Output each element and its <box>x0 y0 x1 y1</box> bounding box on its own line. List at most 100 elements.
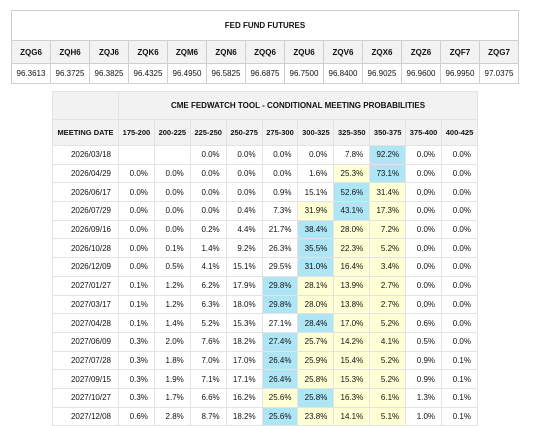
probability-cell: 22.3% <box>333 238 371 259</box>
meeting-row: 2027/03/17 0.1% 1.2% 6.3% 18.0% 29.8% 28.0% 13.… <box>52 294 478 315</box>
probability-cell: 5.2% <box>369 350 407 371</box>
probability-cell: 1.7% <box>153 387 191 408</box>
fedwatch-corner-cell <box>52 91 119 120</box>
futures-price-cell: 96.5825 <box>206 63 246 84</box>
meeting-date-cell: 2027/10/27 <box>52 387 119 408</box>
fedwatch-header-row: MEETING DATE 175-200 200-225 225-250 250-27… <box>52 119 478 146</box>
futures-code-cell: ZQH6 <box>50 40 90 64</box>
meeting-row: 2026/07/29 0.0% 0.0% 0.0% 0.4% 7.3% 31.9% 43.1%… <box>52 201 478 221</box>
probability-cell: 0.0% <box>405 201 443 221</box>
probability-cell: 0.3% <box>118 387 155 408</box>
probability-cell: 6.6% <box>189 387 227 408</box>
probability-cell: 15.4% <box>333 350 371 371</box>
probability-cell: 28.1% <box>297 275 335 296</box>
probability-cell: 0.1% <box>441 406 478 426</box>
probability-cell: 0.0% <box>405 275 443 296</box>
probability-cell: 28.0% <box>297 294 335 315</box>
probability-cell: 17.9% <box>225 275 263 296</box>
probability-cell: 0.1% <box>118 275 155 296</box>
probability-cell: 0.0% <box>153 219 191 240</box>
probability-cell: 16.3% <box>333 387 371 408</box>
futures-code-cell: ZQJ6 <box>89 40 129 64</box>
probability-cell: 1.4% <box>189 238 227 259</box>
probability-cell: 1.0% <box>405 406 443 426</box>
probability-cell: 9.2% <box>225 238 263 259</box>
probability-cell: 14.1% <box>333 406 371 426</box>
futures-price-cell: 96.7500 <box>284 63 324 84</box>
probability-cell: 17.3% <box>369 201 407 221</box>
probability-cell: 1.3% <box>405 387 443 408</box>
futures-price-cell: 96.4325 <box>128 63 168 84</box>
probability-cell: 29.8% <box>261 275 299 296</box>
probability-cell: 25.3% <box>333 163 371 184</box>
probability-cell: 0.3% <box>118 331 155 352</box>
probability-cell: 31.9% <box>297 201 335 221</box>
rate-range-header: 375-400 <box>405 119 443 146</box>
meeting-date-cell: 2027/03/17 <box>52 294 119 315</box>
probability-cell: 0.0% <box>118 182 155 203</box>
probability-cell: 0.0% <box>441 331 478 352</box>
probability-cell: 0.0% <box>405 182 443 203</box>
meeting-date-cell: 2027/06/09 <box>52 331 119 352</box>
meeting-row: 2026/03/18 0.0% 0.0% 0.0% 0.0% 7.8% 92.2% 0.0% 0… <box>52 145 478 165</box>
probability-cell: 31.4% <box>369 182 407 203</box>
probability-cell: 0.1% <box>153 238 191 259</box>
probability-cell: 0.9% <box>261 182 299 203</box>
rate-range-header: 275-300 <box>261 119 299 146</box>
probability-cell: 52.6% <box>333 182 371 203</box>
fedwatch-body: 2026/03/18 0.0% 0.0% 0.0% 0.0% 7.8% 92.2% 0.0% 0… <box>52 145 478 426</box>
probability-cell: 0.4% <box>225 201 263 221</box>
futures-price-cell: 96.6875 <box>245 63 285 84</box>
fed-fund-futures-table: FED FUND FUTURES ZQG6 ZQH6 ZQJ6 ZQK6 ZQM6 ZQN… <box>11 10 519 84</box>
meeting-row: 2027/04/28 0.1% 1.4% 5.2% 15.3% 27.1% 28.4% 17.… <box>52 313 478 333</box>
probability-cell: 7.6% <box>189 331 227 352</box>
rate-range-header: 175-200 <box>118 119 155 146</box>
futures-code-row: ZQG6 ZQH6 ZQJ6 ZQK6 ZQM6 ZQN6 ZQQ6 ZQU6 ZQV6 ZQX6… <box>11 40 519 64</box>
rate-range-header: 325-350 <box>333 119 371 146</box>
probability-cell: 25.8% <box>297 387 335 408</box>
probability-cell: 0.9% <box>405 350 443 371</box>
probability-cell: 1.4% <box>153 313 191 333</box>
futures-code-cell: ZQF7 <box>440 40 480 64</box>
meeting-row: 2026/12/09 0.0% 0.5% 4.1% 15.1% 29.5% 31.0% 16.… <box>52 257 478 277</box>
probability-cell: 5.2% <box>189 313 227 333</box>
probability-cell: 0.0% <box>297 145 335 165</box>
probability-cell: 17.0% <box>333 313 371 333</box>
futures-price-row: 96.3613 96.3725 96.3825 96.4325 96.4950 96.58… <box>11 63 519 84</box>
futures-code-cell: ZQG7 <box>479 40 519 64</box>
probability-cell: 2.7% <box>369 294 407 315</box>
probability-cell: 3.4% <box>369 257 407 277</box>
probability-cell: 5.2% <box>369 369 407 389</box>
probability-cell: 25.6% <box>261 387 299 408</box>
meeting-date-cell: 2026/03/18 <box>52 145 119 165</box>
probability-cell: 15.3% <box>225 313 263 333</box>
probability-cell: 25.7% <box>297 331 335 352</box>
probability-cell: 29.8% <box>261 294 299 315</box>
probability-cell: 7.2% <box>369 219 407 240</box>
probability-cell: 29.5% <box>261 257 299 277</box>
probability-cell: 6.3% <box>189 294 227 315</box>
probability-cell: 0.0% <box>261 163 299 184</box>
probability-cell: 0.0% <box>261 145 299 165</box>
probability-cell: 0.0% <box>153 163 191 184</box>
futures-price-cell: 96.3613 <box>11 63 51 84</box>
probability-cell: 2.0% <box>153 331 191 352</box>
probability-cell: 2.8% <box>153 406 191 426</box>
rate-range-header: 400-425 <box>441 119 478 146</box>
probability-cell: 17.1% <box>225 369 263 389</box>
meeting-date-cell: 2027/04/28 <box>52 313 119 333</box>
probability-cell: 7.0% <box>189 350 227 371</box>
probability-cell: 0.0% <box>189 145 227 165</box>
probability-cell: 28.0% <box>333 219 371 240</box>
probability-cell: 0.0% <box>441 257 478 277</box>
probability-cell: 25.6% <box>261 406 299 426</box>
futures-code-cell: ZQQ6 <box>245 40 285 64</box>
probability-cell: 0.0% <box>405 163 443 184</box>
probability-cell: 0.0% <box>441 275 478 296</box>
meeting-date-cell: 2026/04/29 <box>52 163 119 184</box>
probability-cell: 1.6% <box>297 163 335 184</box>
probability-cell: 4.1% <box>369 331 407 352</box>
probability-cell: 17.0% <box>225 350 263 371</box>
futures-price-cell: 96.3825 <box>89 63 129 84</box>
meeting-date-cell: 2027/09/15 <box>52 369 119 389</box>
